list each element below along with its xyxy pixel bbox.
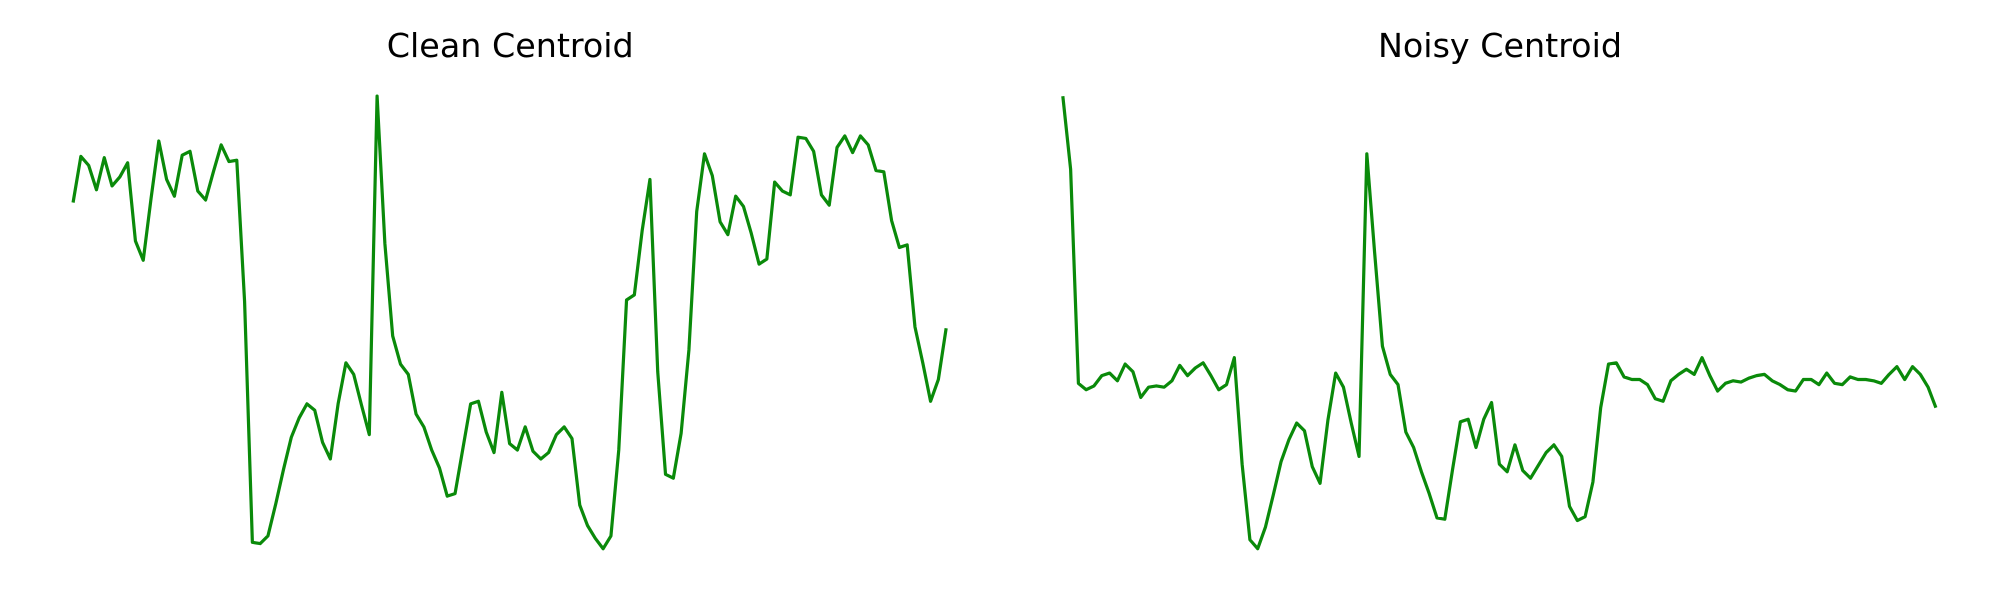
data-line xyxy=(1061,95,1938,551)
chart-title: Noisy Centroid xyxy=(1378,26,1622,65)
data-line xyxy=(71,94,948,551)
chart-title: Clean Centroid xyxy=(387,26,634,65)
